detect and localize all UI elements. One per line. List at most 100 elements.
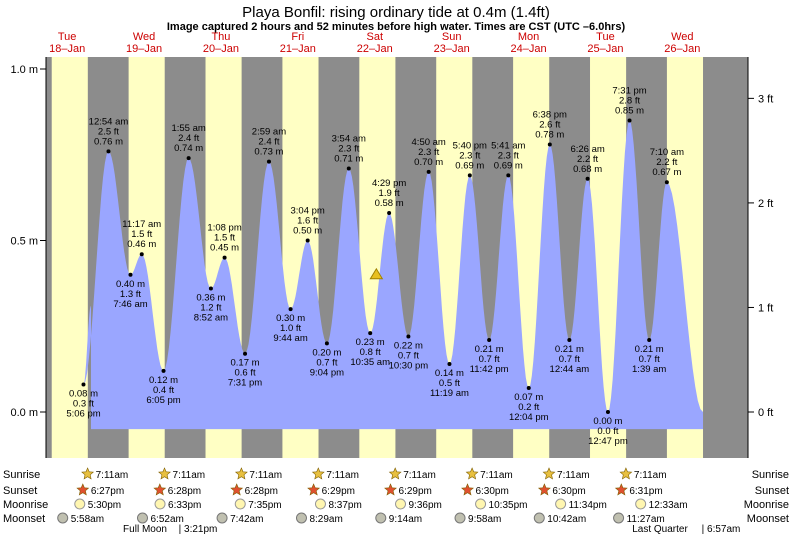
sunrise-icon (158, 467, 171, 480)
moonset-icon (613, 512, 625, 524)
moonrise-icon (154, 498, 166, 510)
daylight-band (51, 57, 88, 458)
tide-point (585, 176, 590, 181)
tide-m: 0.22 m (394, 341, 423, 352)
moonset-time: 8:29am (309, 514, 342, 525)
tide-point (243, 351, 248, 356)
tide-ft: 2.3 ft (418, 147, 439, 158)
day-name: Thu (211, 31, 230, 43)
tide-time: 2:59 am (252, 127, 286, 138)
tide-point (467, 173, 472, 178)
tide-point (547, 142, 552, 147)
tide-point (346, 166, 351, 171)
moonset-icon (57, 512, 69, 524)
moonrise-icon (74, 498, 86, 510)
tide-time: 6:38 pm (533, 109, 567, 120)
sunset-time: 6:28pm (245, 486, 278, 497)
tide-m: 0.74 m (174, 143, 203, 154)
right-tick-label: 3 ft (758, 93, 773, 105)
moon-phase-label: Last Quarter (632, 524, 688, 535)
left-tick-label: 0.5 m (10, 236, 38, 248)
tide-time: 8:52 am (194, 313, 228, 324)
tide-time: 1:08 pm (207, 223, 241, 234)
moon-phase-label: Full Moon (123, 524, 167, 535)
tide-ft: 0.7 ft (398, 351, 419, 362)
moonrise-icon (555, 498, 567, 510)
sunset-icon (307, 483, 321, 496)
tide-ft: 1.6 ft (297, 216, 318, 227)
tide-ft: 1.3 ft (120, 289, 141, 300)
moonset-time: 7:42am (230, 514, 263, 525)
tide-point (288, 307, 293, 312)
row-label-left: Moonrise (3, 499, 48, 511)
sunrise-time: 7:11am (326, 470, 359, 481)
moonrise-time: 11:34pm (569, 500, 607, 511)
tide-point (266, 159, 271, 164)
tide-time: 12:04 pm (509, 412, 549, 423)
tide-point (426, 169, 431, 174)
left-tick-label: 1.0 m (10, 64, 38, 76)
tide-time: 11:17 am (122, 219, 161, 230)
tide-time: 3:54 am (332, 133, 366, 144)
current-tide-marker (369, 267, 384, 280)
tide-m: 0.76 m (94, 136, 123, 147)
moon-phase-time: | 3:21pm (179, 524, 218, 535)
tide-point (106, 149, 111, 154)
tide-ft: 0.3 ft (73, 399, 94, 410)
tide-m: 0.50 m (293, 226, 322, 237)
tide-point (222, 255, 227, 260)
tide-m: 0.67 m (652, 167, 681, 178)
tide-time: 11:42 pm (470, 364, 509, 375)
day-date: 21–Jan (280, 43, 316, 55)
tide-m: 0.12 m (149, 375, 178, 386)
tide-m: 0.46 m (127, 239, 156, 250)
tide-ft: 0.2 ft (518, 402, 539, 413)
tide-time: 10:30 pm (389, 361, 429, 372)
tide-time: 4:29 pm (372, 178, 406, 189)
day-name: Wed (671, 31, 693, 43)
left-tick-label: 0.0 m (10, 407, 38, 419)
tide-time: 11:19 am (430, 388, 469, 399)
tide-ft: 0.4 ft (153, 385, 174, 396)
tide-ft: 1.5 ft (131, 229, 152, 240)
moonrise-icon (234, 498, 246, 510)
sunrise-time: 7:11am (557, 470, 590, 481)
sunrise-icon (542, 467, 556, 480)
tide-time: 5:40 pm (453, 140, 487, 151)
tide-m: 0.21 m (475, 344, 504, 355)
right-tick-label: 1 ft (758, 302, 773, 314)
tide-m: 0.21 m (635, 344, 664, 355)
sunrise-icon (388, 467, 402, 480)
tide-point (81, 382, 86, 387)
day-date: 20–Jan (203, 43, 239, 55)
row-label-left: Moonset (3, 513, 45, 525)
tide-ft: 1.2 ft (200, 303, 221, 314)
tide-time: 12:44 am (550, 364, 590, 375)
moonrise-time: 7:35pm (248, 500, 281, 511)
row-label-left: Sunrise (3, 469, 40, 481)
tide-ft: 2.6 ft (539, 119, 560, 130)
moon-phase-time: | 6:57am (702, 524, 741, 535)
row-label-right: Moonrise (744, 499, 789, 511)
tide-time: 7:31 pm (612, 85, 646, 96)
sunset-icon (153, 483, 167, 496)
tide-ft: 0.8 ft (360, 347, 381, 358)
tide-time: 3:04 pm (291, 206, 325, 217)
tide-ft: 0.7 ft (639, 354, 660, 365)
moonrise-icon (395, 498, 407, 510)
moonset-time: 10:42am (547, 514, 586, 525)
tide-time: 12:54 am (89, 116, 129, 127)
tide-point (139, 252, 144, 257)
row-label-left: Sunset (3, 485, 37, 497)
tide-m: 0.68 m (573, 164, 602, 175)
sunset-time: 6:30pm (475, 486, 508, 497)
sunset-time: 6:31pm (629, 486, 662, 497)
tide-curve (83, 120, 703, 430)
tide-point (128, 272, 133, 277)
tide-ft: 2.3 ft (498, 150, 519, 161)
sunset-time: 6:28pm (168, 486, 201, 497)
sunrise-time: 7:11am (249, 470, 282, 481)
tide-point (647, 337, 652, 342)
chart-title: Playa Bonfil: rising ordinary tide at 0.… (242, 4, 550, 21)
